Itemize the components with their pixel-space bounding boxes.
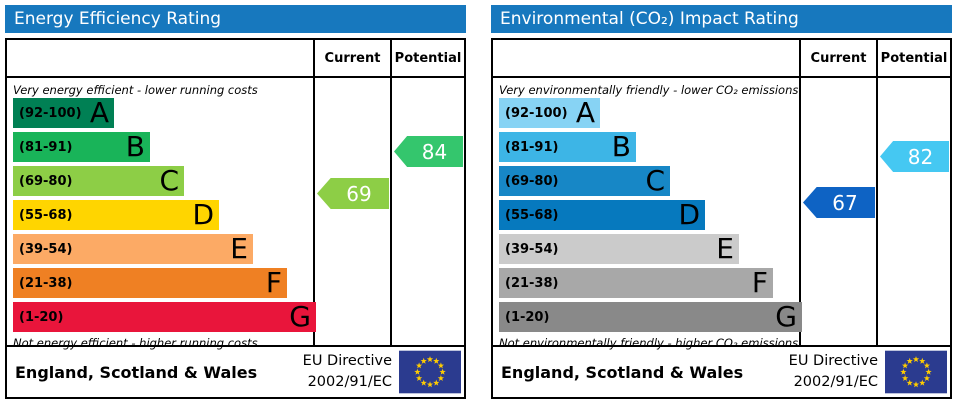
- band-range-label: (1-20): [19, 309, 64, 325]
- band-letter: E: [716, 232, 734, 265]
- band-range-label: (92-100): [19, 105, 82, 121]
- band-range-label: (69-80): [505, 173, 559, 189]
- band-range-label: (21-38): [505, 275, 559, 291]
- current-rating-arrow: 67: [803, 187, 875, 218]
- energy-efficiency-panel: Energy Efficiency Rating Current Potenti…: [5, 5, 466, 399]
- band-letter: C: [645, 164, 665, 197]
- energy-rating-chart: Current Potential Very energy efficient …: [5, 38, 466, 399]
- band-letter: C: [159, 164, 179, 197]
- eu-directive-line2: 2002/91/EC: [793, 374, 878, 390]
- band-range-label: (55-68): [19, 207, 73, 223]
- potential-rating-arrow: 82: [880, 141, 949, 172]
- band-c: (69-80) C: [13, 166, 184, 196]
- band-range-label: (1-20): [505, 309, 550, 325]
- band-b: (81-91) B: [499, 132, 636, 162]
- region-label: England, Scotland & Wales: [15, 362, 258, 382]
- band-letter: E: [230, 232, 248, 265]
- band-d: (55-68) D: [499, 200, 705, 230]
- potential-column-header: Potential: [880, 50, 948, 66]
- band-range-label: (92-100): [505, 105, 568, 121]
- band-b: (81-91) B: [13, 132, 150, 162]
- band-range-label: (69-80): [19, 173, 73, 189]
- top-note: Very environmentally friendly - lower CO…: [499, 83, 799, 97]
- column-divider: [876, 40, 878, 345]
- potential-rating-value: 84: [421, 139, 448, 164]
- environmental-impact-panel: Environmental (CO₂) Impact Rating Curren…: [491, 5, 952, 399]
- current-rating-arrow: 69: [317, 178, 389, 209]
- eu-directive-line1: EU Directive: [302, 353, 392, 369]
- band-a: (92-100) A: [499, 98, 600, 128]
- band-e: (39-54) E: [13, 234, 253, 264]
- top-note: Very energy efficient - lower running co…: [13, 83, 258, 97]
- band-letter: B: [125, 130, 145, 163]
- band-letter: B: [611, 130, 631, 163]
- potential-rating-value: 82: [907, 144, 934, 169]
- band-letter: A: [89, 96, 109, 129]
- eu-directive-label: EU Directive 2002/91/EC: [303, 351, 392, 393]
- band-letter: F: [751, 266, 768, 299]
- band-f: (21-38) F: [499, 268, 773, 298]
- band-range-label: (39-54): [505, 241, 559, 257]
- energy-panel-title: Energy Efficiency Rating: [14, 9, 222, 29]
- band-letter: D: [678, 198, 700, 231]
- band-g: (1-20) G: [13, 302, 316, 332]
- column-header-row: Current Potential: [493, 40, 950, 78]
- energy-panel-title-bar: Energy Efficiency Rating: [5, 5, 466, 33]
- environmental-rating-chart: Current Potential Very environmentally f…: [491, 38, 952, 399]
- environmental-panel-title-bar: Environmental (CO₂) Impact Rating: [491, 5, 952, 33]
- band-c: (69-80) C: [499, 166, 670, 196]
- band-range-label: (81-91): [505, 139, 559, 155]
- column-divider: [390, 40, 392, 345]
- band-letter: F: [265, 266, 282, 299]
- column-divider: [313, 40, 315, 345]
- band-letter: G: [775, 300, 797, 333]
- eu-flag-icon: [399, 350, 461, 394]
- environmental-panel-title: Environmental (CO₂) Impact Rating: [500, 9, 799, 29]
- eu-directive-label: EU Directive 2002/91/EC: [789, 351, 878, 393]
- footer: England, Scotland & Wales EU Directive 2…: [7, 345, 464, 397]
- band-d: (55-68) D: [13, 200, 219, 230]
- band-a: (92-100) A: [13, 98, 114, 128]
- band-range-label: (55-68): [505, 207, 559, 223]
- region-label: England, Scotland & Wales: [501, 362, 744, 382]
- band-range-label: (21-38): [19, 275, 73, 291]
- current-column-header: Current: [810, 50, 867, 66]
- footer: England, Scotland & Wales EU Directive 2…: [493, 345, 950, 397]
- potential-rating-arrow: 84: [394, 136, 463, 167]
- eu-directive-line2: 2002/91/EC: [307, 374, 392, 390]
- column-header-row: Current Potential: [7, 40, 464, 78]
- potential-column-header: Potential: [394, 50, 462, 66]
- eu-directive-line1: EU Directive: [788, 353, 878, 369]
- band-g: (1-20) G: [499, 302, 802, 332]
- band-letter: D: [192, 198, 214, 231]
- band-range-label: (39-54): [19, 241, 73, 257]
- band-letter: A: [575, 96, 595, 129]
- band-e: (39-54) E: [499, 234, 739, 264]
- eu-flag-icon: [885, 350, 947, 394]
- current-rating-value: 67: [832, 190, 858, 215]
- column-divider: [799, 40, 801, 345]
- band-f: (21-38) F: [13, 268, 287, 298]
- band-range-label: (81-91): [19, 139, 73, 155]
- band-letter: G: [289, 300, 311, 333]
- current-rating-value: 69: [346, 181, 372, 206]
- current-column-header: Current: [324, 50, 381, 66]
